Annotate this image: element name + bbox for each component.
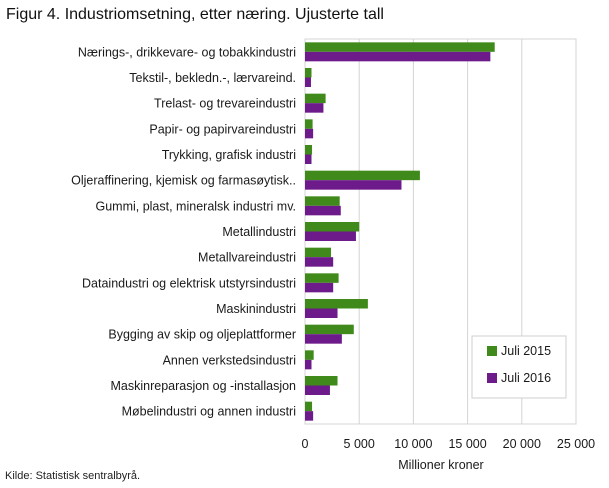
category-label: Annen verkstedsindustri [163, 353, 296, 367]
bar-juli-2016 [305, 359, 312, 370]
x-tick-label: 25 000 [557, 437, 595, 451]
bar-juli-2015 [305, 196, 340, 206]
bar-juli-2015 [305, 324, 354, 335]
bar-juli-2016 [305, 334, 342, 344]
category-label: Oljeraffinering, kjemisk og farmasøytisk… [71, 174, 296, 188]
category-label: Bygging av skip og oljeplattformer [108, 328, 296, 342]
category-label: Trykking, grafisk industri [162, 148, 296, 162]
bar-juli-2015 [305, 42, 495, 52]
legend: Juli 2015 Juli 2016 [471, 335, 567, 399]
bar-juli-2016 [305, 308, 338, 318]
bar-juli-2016 [305, 282, 334, 293]
bar-juli-2016 [305, 180, 402, 190]
bar-juli-2015 [305, 222, 360, 232]
category-label: Papir- og papirvareindustri [149, 122, 296, 136]
category-label: Møbelindustri og annen industri [122, 405, 296, 419]
bar-juli-2015 [305, 273, 339, 283]
bar-juli-2016 [305, 154, 312, 164]
bar-juli-2015 [305, 93, 326, 104]
x-tick-label: 15 000 [448, 437, 486, 451]
category-label: Maskinreparasjon og -installasjon [110, 379, 296, 393]
x-tick-label: 0 [302, 437, 309, 451]
bar-juli-2015 [305, 401, 313, 412]
x-tick-labels: 0 5 000 10 000 15 000 20 000 25 000 [302, 437, 596, 451]
source-note: Kilde: Statistisk sentralbyrå. [5, 470, 141, 482]
bar-juli-2016 [305, 51, 491, 62]
bar-juli-2016 [305, 128, 314, 139]
bar-juli-2016 [305, 205, 341, 216]
chart-title: Figur 4. Industriomsetning, etter næring… [6, 6, 384, 23]
category-label: Metallvareindustri [198, 251, 296, 265]
bar-juli-2015 [305, 68, 312, 78]
bar-juli-2016 [305, 257, 334, 267]
bar-juli-2015 [305, 119, 313, 129]
legend-swatch-2015 [487, 346, 497, 356]
bar-juli-2015 [305, 376, 338, 386]
legend-swatch-2016 [487, 373, 497, 383]
bar-juli-2016 [305, 385, 330, 395]
bar-juli-2016 [305, 77, 311, 87]
category-label: Trelast- og trevareindustri [154, 97, 296, 111]
bar-juli-2015 [305, 299, 368, 309]
category-labels: Nærings-, drikkevare- og tobakkindustri T… [71, 45, 296, 418]
bar-juli-2015 [305, 247, 332, 258]
bar-juli-2015 [305, 350, 314, 360]
legend-label-2015: Juli 2015 [501, 344, 551, 358]
category-label: Gummi, plast, mineralsk industri mv. [95, 199, 296, 213]
category-label: Dataindustri og elektrisk utstyrsindustr… [82, 276, 296, 290]
bar-juli-2015 [305, 170, 420, 181]
category-label: Nærings-, drikkevare- og tobakkindustri [78, 45, 296, 59]
bars [305, 42, 495, 421]
category-label: Metallindustri [222, 225, 296, 239]
x-tick-label: 20 000 [503, 437, 541, 451]
bar-juli-2016 [305, 411, 314, 421]
bar-juli-2016 [305, 103, 324, 113]
category-label: Tekstil-, bekledn.-, lærvareind. [129, 71, 296, 85]
category-label: Maskinindustri [216, 302, 296, 316]
bar-juli-2016 [305, 231, 356, 241]
x-axis-title: Millioner kroner [398, 458, 483, 472]
x-tick-label: 10 000 [394, 437, 432, 451]
bar-juli-2015 [305, 145, 313, 155]
x-tick-label: 5 000 [344, 437, 375, 451]
legend-label-2016: Juli 2016 [501, 371, 551, 385]
